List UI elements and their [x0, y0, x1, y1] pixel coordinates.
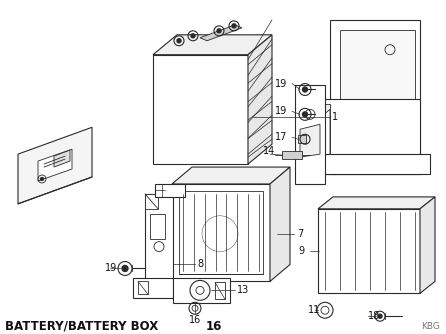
Polygon shape: [54, 150, 70, 167]
Text: 14: 14: [263, 146, 275, 156]
Polygon shape: [173, 279, 230, 303]
Polygon shape: [305, 100, 420, 174]
Polygon shape: [38, 149, 72, 181]
Circle shape: [232, 24, 236, 28]
Polygon shape: [270, 167, 290, 282]
Text: 13: 13: [237, 285, 249, 295]
Text: 8: 8: [197, 259, 203, 269]
Polygon shape: [295, 85, 325, 184]
Bar: [215, 283, 225, 299]
Text: 17: 17: [275, 132, 287, 142]
Polygon shape: [153, 55, 248, 164]
Circle shape: [302, 112, 307, 117]
Polygon shape: [330, 20, 420, 174]
Polygon shape: [153, 35, 272, 55]
Polygon shape: [318, 109, 330, 159]
Circle shape: [378, 314, 382, 318]
Polygon shape: [145, 194, 173, 288]
Text: 11: 11: [308, 305, 320, 315]
Text: 9: 9: [298, 245, 304, 256]
Text: 19: 19: [275, 78, 287, 89]
Polygon shape: [300, 124, 320, 157]
Polygon shape: [420, 197, 435, 293]
Polygon shape: [248, 35, 272, 164]
Polygon shape: [179, 191, 263, 275]
Circle shape: [41, 177, 44, 180]
Text: 19: 19: [275, 106, 287, 116]
Text: KBG: KBG: [421, 322, 440, 331]
Polygon shape: [310, 154, 430, 174]
Polygon shape: [340, 30, 415, 100]
Text: 16: 16: [206, 320, 223, 333]
Bar: [282, 151, 302, 159]
Polygon shape: [133, 279, 173, 298]
Polygon shape: [318, 197, 435, 209]
Polygon shape: [200, 25, 242, 41]
Circle shape: [217, 29, 221, 33]
Polygon shape: [305, 105, 330, 169]
Polygon shape: [172, 184, 270, 282]
Text: 19: 19: [105, 264, 117, 274]
Circle shape: [191, 34, 195, 38]
Circle shape: [122, 266, 128, 272]
Circle shape: [177, 39, 181, 43]
Text: 18: 18: [368, 311, 380, 321]
Polygon shape: [145, 194, 158, 209]
Bar: [138, 282, 148, 294]
Polygon shape: [155, 184, 185, 197]
Text: 1: 1: [332, 112, 338, 122]
Polygon shape: [318, 209, 420, 293]
Bar: [150, 214, 165, 239]
Circle shape: [302, 87, 307, 92]
Text: 16: 16: [189, 315, 201, 325]
Bar: [298, 135, 306, 143]
Polygon shape: [172, 167, 290, 184]
Polygon shape: [18, 127, 92, 204]
Text: 7: 7: [297, 229, 303, 239]
Text: BATTERY/BATTERY BOX: BATTERY/BATTERY BOX: [5, 320, 158, 333]
